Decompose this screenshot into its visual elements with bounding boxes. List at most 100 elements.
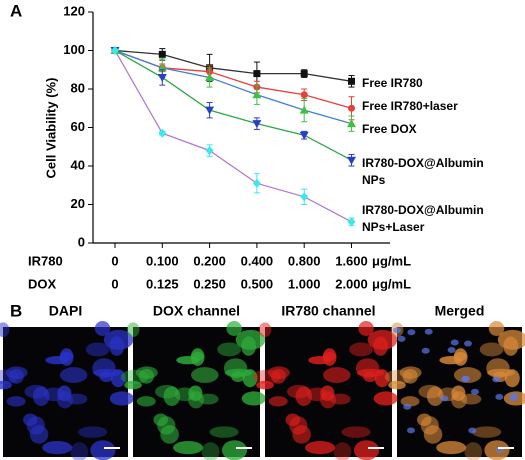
cell-blob: [373, 391, 398, 406]
cell-blob: [256, 380, 274, 390]
x-tick-label: 2.000: [335, 276, 368, 291]
x-row-label: DOX: [28, 276, 57, 291]
cell-blob: [393, 327, 402, 334]
cell-blob: [85, 342, 110, 357]
cell-blob: [42, 441, 73, 455]
cell-blob: [305, 441, 336, 455]
y-tick-label: 80: [71, 80, 85, 95]
y-tick-label: 120: [63, 3, 85, 18]
marker: [299, 131, 309, 140]
cell-blob: [453, 348, 468, 366]
legend-label: IR780-DOX@Albumin NPs: [362, 156, 484, 187]
panel-label: A: [10, 1, 22, 20]
cell-blob: [341, 426, 371, 438]
x-row-label: IR780: [28, 253, 63, 268]
cell-blob: [78, 426, 108, 438]
cell-blob: [110, 369, 126, 388]
cell-blob: [333, 442, 352, 460]
cell-blob: [90, 440, 116, 460]
cell-blob: [374, 369, 390, 388]
cell-blob: [26, 416, 45, 435]
cell-blob: [109, 336, 125, 356]
image-title: IR780 channel: [281, 303, 375, 319]
cell-blob: [424, 328, 433, 335]
x-tick-label: 0.800: [288, 253, 321, 268]
x-tick-label: 0.100: [146, 253, 179, 268]
cell-blob: [453, 367, 482, 383]
cell-blob: [126, 322, 140, 338]
cell-blob: [464, 442, 483, 460]
x-tick-label: 1.600: [335, 253, 368, 268]
cell-blob: [209, 426, 239, 438]
cell-blob: [289, 416, 308, 435]
cell-blob: [407, 427, 416, 434]
cell-blob: [258, 322, 272, 338]
cell-blob: [268, 396, 288, 407]
cell-blob: [226, 321, 242, 336]
cell-blob: [59, 367, 88, 383]
cell-blob: [403, 403, 412, 410]
marker: [252, 90, 262, 99]
cell-blob: [461, 375, 470, 382]
cell-blob: [217, 342, 242, 357]
cell-blob: [420, 416, 439, 435]
x-tick-label: 0.250: [193, 276, 226, 291]
x-tick-label: 0.500: [241, 276, 274, 291]
cell-blob: [322, 348, 337, 366]
cell-blob: [486, 358, 510, 379]
cell-blob: [94, 321, 111, 336]
cell-blob: [436, 441, 467, 455]
cell-blob: [57, 391, 73, 409]
cell-blob: [8, 368, 24, 384]
y-tick-label: 0: [78, 234, 85, 249]
cell-blob: [124, 380, 142, 390]
cell-blob: [59, 348, 74, 366]
cell-blob: [157, 416, 176, 435]
marker: [347, 156, 356, 165]
marker: [347, 217, 356, 227]
y-tick-label: 40: [71, 157, 85, 172]
cell-blob: [173, 441, 204, 455]
cell-blob: [397, 335, 406, 342]
cell-blob: [355, 358, 380, 379]
marker: [347, 119, 356, 128]
cell-blob: [136, 396, 156, 407]
cell-blob: [241, 391, 266, 406]
series-line: [114, 49, 352, 82]
cell-blob: [242, 369, 258, 388]
cell-blob: [223, 358, 248, 379]
cell-blob: [479, 342, 504, 357]
cell-blob: [402, 368, 418, 384]
cell-blob: [349, 342, 374, 357]
marker: [348, 77, 355, 85]
cell-blob: [155, 384, 179, 399]
image-title: Merged: [435, 303, 485, 319]
x-unit: μg/mL: [372, 253, 411, 268]
marker: [158, 50, 166, 58]
cell-blob: [373, 336, 389, 356]
cell-blob: [440, 395, 449, 402]
cell-blob: [358, 321, 374, 336]
x-tick-label: 0.200: [193, 253, 226, 268]
marker: [205, 72, 215, 81]
cell-blob: [450, 339, 459, 346]
x-unit: μg/mL: [372, 276, 411, 291]
legend-label: IR780-DOX@Albumin NPs+Laser: [362, 203, 484, 234]
cell-blob: [407, 329, 416, 336]
cell-blob: [70, 442, 89, 460]
marker: [300, 192, 309, 202]
legend-label: Free IR780+laser: [362, 99, 458, 113]
marker: [299, 105, 309, 114]
cell-blob: [190, 348, 205, 366]
series-line: [114, 49, 352, 161]
cell-blob: [221, 440, 248, 460]
cell-blob: [447, 347, 456, 354]
series-line: [114, 49, 352, 125]
y-tick-label: 60: [71, 119, 85, 134]
cell-blob: [0, 322, 10, 338]
image-title: DAPI: [49, 303, 82, 319]
cell-blob: [241, 336, 257, 356]
cell-blob: [472, 426, 502, 438]
